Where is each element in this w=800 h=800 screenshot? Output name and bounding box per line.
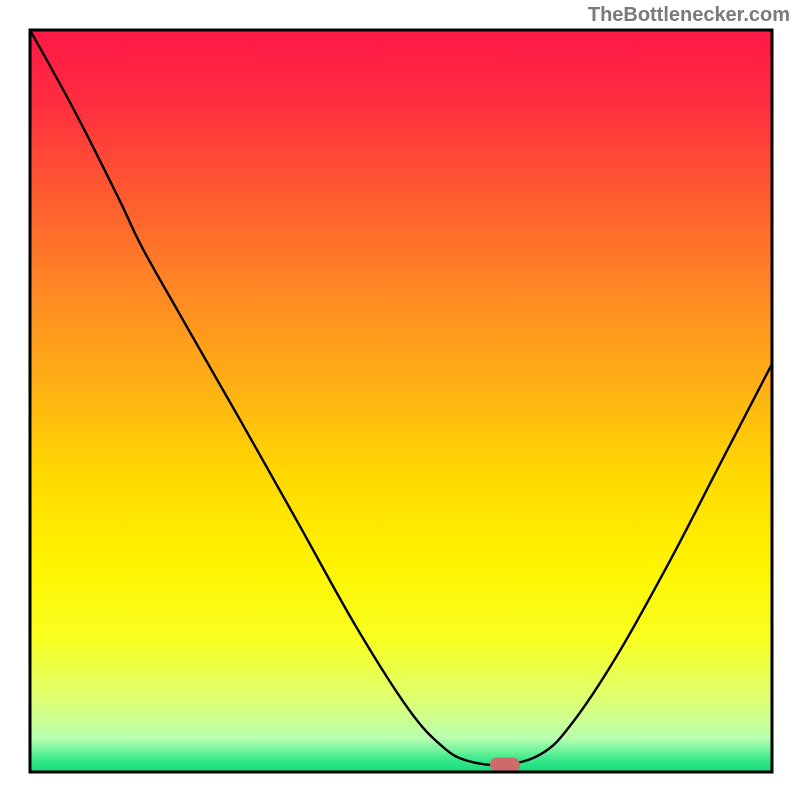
watermark-text: TheBottlenecker.com [588,4,790,27]
plot-background [30,30,772,772]
chart-container: TheBottlenecker.com [0,0,800,800]
optimal-marker [490,758,520,772]
bottleneck-chart [0,0,800,800]
